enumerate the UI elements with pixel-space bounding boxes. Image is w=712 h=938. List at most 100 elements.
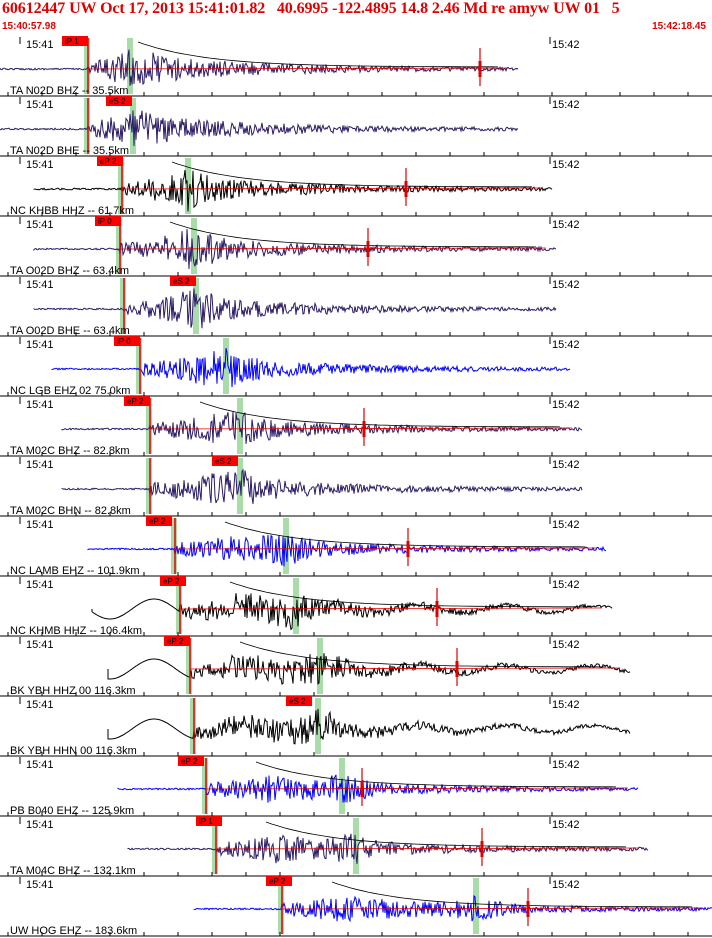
phase-pick-label: eP 2 (127, 397, 144, 406)
coda-pick-handle[interactable] (404, 181, 408, 197)
phase-pick-label: iP 1 (199, 817, 213, 826)
minute-label-right: 15:42 (552, 99, 580, 111)
minute-label-left: 15:41 (26, 819, 54, 831)
phase-pick-box[interactable] (114, 336, 140, 346)
minute-label-left: 15:41 (26, 519, 54, 531)
coda-fit-line (87, 67, 509, 70)
minute-label-left: 15:41 (26, 759, 54, 771)
p-phase-band (84, 38, 90, 94)
station-panel: eS 2 15:41 15:42 TA O02D BHE -- 63.4km (0, 276, 712, 337)
minute-label-right: 15:42 (552, 219, 580, 231)
coda-pick-handle[interactable] (362, 421, 366, 437)
phase-pick-box[interactable] (160, 576, 186, 586)
s-phase-band (185, 158, 191, 214)
phase-pick-box[interactable] (178, 756, 204, 766)
p-phase-band (202, 758, 208, 814)
coda-fit-line (205, 787, 629, 790)
minute-label-right: 15:42 (552, 39, 580, 51)
phase-pick-box[interactable] (286, 696, 312, 706)
phase-pick-box[interactable] (97, 156, 123, 166)
coda-fit-line (179, 607, 603, 610)
waveform-trace (107, 653, 631, 685)
minute-label-left: 15:41 (26, 339, 54, 351)
phase-pick-box[interactable] (95, 216, 121, 226)
station-panel: eS 2 15:41 15:42 BK YBH HHN 00 116.3km (0, 696, 712, 757)
station-label: BK YBH HHZ 00 116.3km (10, 685, 136, 697)
waveform-trace (61, 468, 583, 504)
p-phase-band (120, 278, 126, 334)
coda-pick-handle[interactable] (478, 61, 482, 77)
phase-pick-label: eP 2 (167, 637, 184, 646)
minute-label-left: 15:41 (26, 399, 54, 411)
p-phase-band (146, 458, 152, 514)
station-panel: eP 2 15:41 15:42 TA M02C BHZ -- 82.8km (0, 396, 712, 457)
coda-envelope (137, 41, 499, 68)
phase-pick-box[interactable] (212, 456, 238, 466)
phase-pick-label: iP 1 (65, 37, 79, 46)
waveform-trace (91, 593, 613, 631)
p-phase-band (190, 698, 196, 754)
station-label: BK YBH HHN 00 116.3km (10, 745, 137, 757)
phase-pick-label: eP 2 (163, 577, 180, 586)
p-phase-band (278, 878, 284, 934)
minute-label-right: 15:42 (552, 699, 580, 711)
station-panel: eP 2 15:41 15:42 NC LAMB EHZ -- 101.9km (0, 516, 712, 577)
coda-fit-line (119, 247, 547, 250)
phase-pick-box[interactable] (266, 876, 292, 886)
phase-pick-label: iP 0 (117, 337, 131, 346)
event-title: 60612447 UW Oct 17, 2013 15:41:01.82 40.… (2, 0, 620, 17)
coda-pick-handle[interactable] (360, 781, 364, 797)
station-panel: eP 2 15:41 15:42 UW HOG EHZ -- 183.6km (0, 876, 712, 937)
coda-fit-line (281, 907, 703, 910)
waveform-trace (107, 708, 631, 745)
phase-pick-box[interactable] (62, 36, 88, 46)
coda-pick-handle[interactable] (435, 601, 439, 617)
phase-pick-label: iP 0 (98, 217, 112, 226)
station-label: TA N02D BHZ -- 35.5km (10, 85, 128, 97)
station-label: UW HOG EHZ -- 183.6km (10, 925, 137, 937)
minute-label-left: 15:41 (26, 219, 54, 231)
coda-envelope (199, 401, 561, 428)
coda-pick-handle[interactable] (406, 541, 410, 557)
coda-pick-handle[interactable] (526, 901, 530, 917)
s-phase-band (191, 218, 197, 274)
waveform-trace (33, 288, 557, 329)
minute-label-left: 15:41 (26, 279, 54, 291)
station-panel: eP 2 15:41 15:42 NC KHBB HHZ -- 61.7km (0, 156, 712, 217)
station-panel: iP 0 15:41 15:42 TA O02D BHZ -- 63.4km (0, 216, 712, 277)
p-phase-band (118, 158, 124, 214)
p-phase-band (146, 398, 152, 454)
waveform-trace (0, 49, 519, 86)
coda-envelope (169, 221, 536, 248)
phase-pick-box[interactable] (196, 816, 222, 826)
phase-pick-box[interactable] (164, 636, 190, 646)
minute-label-right: 15:42 (552, 819, 580, 831)
minute-label-right: 15:42 (552, 159, 580, 171)
s-phase-band (223, 338, 229, 394)
s-phase-band (293, 578, 299, 634)
minute-label-right: 15:42 (552, 879, 580, 891)
station-label: NC KHMB HHZ -- 106.4km (10, 625, 142, 637)
phase-pick-label: eS 2 (215, 457, 232, 466)
phase-pick-box[interactable] (124, 396, 150, 406)
coda-pick-handle[interactable] (455, 661, 459, 677)
waveform-trace (117, 774, 639, 803)
phase-pick-box[interactable] (106, 96, 132, 106)
coda-pick-handle[interactable] (366, 241, 370, 257)
minute-label-left: 15:41 (26, 699, 54, 711)
coda-envelope (171, 161, 533, 188)
minute-label-right: 15:42 (552, 339, 580, 351)
phase-pick-box[interactable] (170, 276, 196, 286)
p-phase-band (176, 578, 182, 634)
station-label: TA O02D BHE -- 63.4km (10, 325, 130, 337)
station-panel: eS 2 15:41 15:42 TA N02D BHE -- 35.5km (0, 96, 712, 157)
minute-label-right: 15:42 (552, 639, 580, 651)
phase-pick-box[interactable] (146, 516, 172, 526)
header-bar: 60612447 UW Oct 17, 2013 15:41:01.82 40.… (0, 0, 712, 36)
coda-envelope (224, 521, 586, 548)
station-panel: eS 2 15:41 15:42 TA M02C BHN -- 82.8km (0, 456, 712, 517)
coda-pick-handle[interactable] (480, 841, 484, 857)
minute-label-left: 15:41 (26, 639, 54, 651)
station-panel: eP 2 15:41 15:42 PB B040 EHZ -- 125.9km (0, 756, 712, 817)
